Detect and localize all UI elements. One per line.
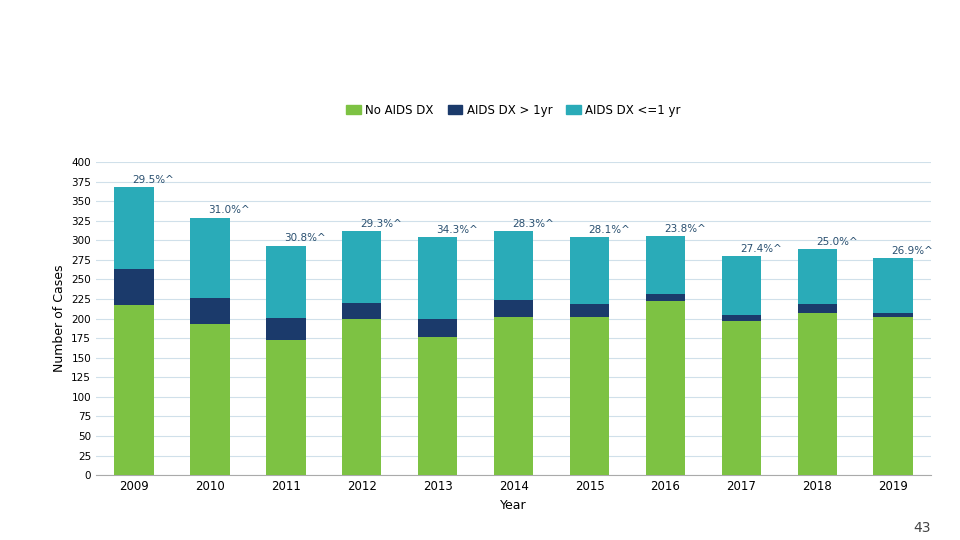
Bar <box>570 303 610 317</box>
Text: 25.0%^: 25.0%^ <box>816 237 857 247</box>
Text: 34.3%^: 34.3%^ <box>436 225 478 235</box>
Text: 26.9%^: 26.9%^ <box>892 246 933 256</box>
Bar <box>342 319 381 475</box>
Bar <box>114 305 154 475</box>
Bar <box>646 301 685 475</box>
Text: 2009 - 2019†: 2009 - 2019† <box>528 71 662 90</box>
Bar <box>646 237 685 294</box>
Bar <box>418 319 457 336</box>
Text: 23.8%^: 23.8%^ <box>664 224 706 234</box>
Text: 28.1%^: 28.1%^ <box>588 225 630 235</box>
Bar <box>493 300 534 317</box>
Bar <box>266 340 305 475</box>
Text: 27.4%^: 27.4%^ <box>740 244 781 254</box>
Bar <box>646 294 685 301</box>
Bar <box>798 249 837 303</box>
Bar <box>418 336 457 475</box>
Bar <box>874 317 913 475</box>
Text: 28.3%^: 28.3%^ <box>512 219 554 228</box>
Text: 30.8%^: 30.8%^ <box>284 233 326 244</box>
Bar <box>418 237 457 319</box>
Bar <box>342 303 381 319</box>
Y-axis label: Number of Cases: Number of Cases <box>53 265 65 373</box>
Bar <box>722 256 761 315</box>
Bar <box>114 269 154 305</box>
Bar <box>493 231 534 300</box>
Text: 29.5%^: 29.5%^ <box>132 175 175 185</box>
Bar <box>798 313 837 475</box>
Text: 43: 43 <box>914 521 931 535</box>
Bar <box>874 313 913 317</box>
Bar <box>190 298 229 324</box>
Bar <box>266 318 305 340</box>
Bar <box>114 187 154 269</box>
Bar <box>874 258 913 313</box>
Text: 31.0%^: 31.0%^ <box>208 205 251 215</box>
Bar <box>722 321 761 475</box>
Text: Time of Progression to AIDS for HIV Diagnoses in Minnesota*: Time of Progression to AIDS for HIV Diag… <box>156 23 804 42</box>
X-axis label: Year: Year <box>500 498 527 511</box>
Bar <box>266 246 305 318</box>
Bar <box>722 315 761 321</box>
Bar <box>493 317 534 475</box>
Bar <box>342 231 381 303</box>
Bar <box>798 303 837 313</box>
Text: 29.3%^: 29.3%^ <box>360 219 402 228</box>
Legend: No AIDS DX, AIDS DX > 1yr, AIDS DX <=1 yr: No AIDS DX, AIDS DX > 1yr, AIDS DX <=1 y… <box>342 99 685 122</box>
Bar <box>570 237 610 303</box>
Bar <box>190 324 229 475</box>
Bar <box>570 317 610 475</box>
Bar <box>190 218 229 298</box>
